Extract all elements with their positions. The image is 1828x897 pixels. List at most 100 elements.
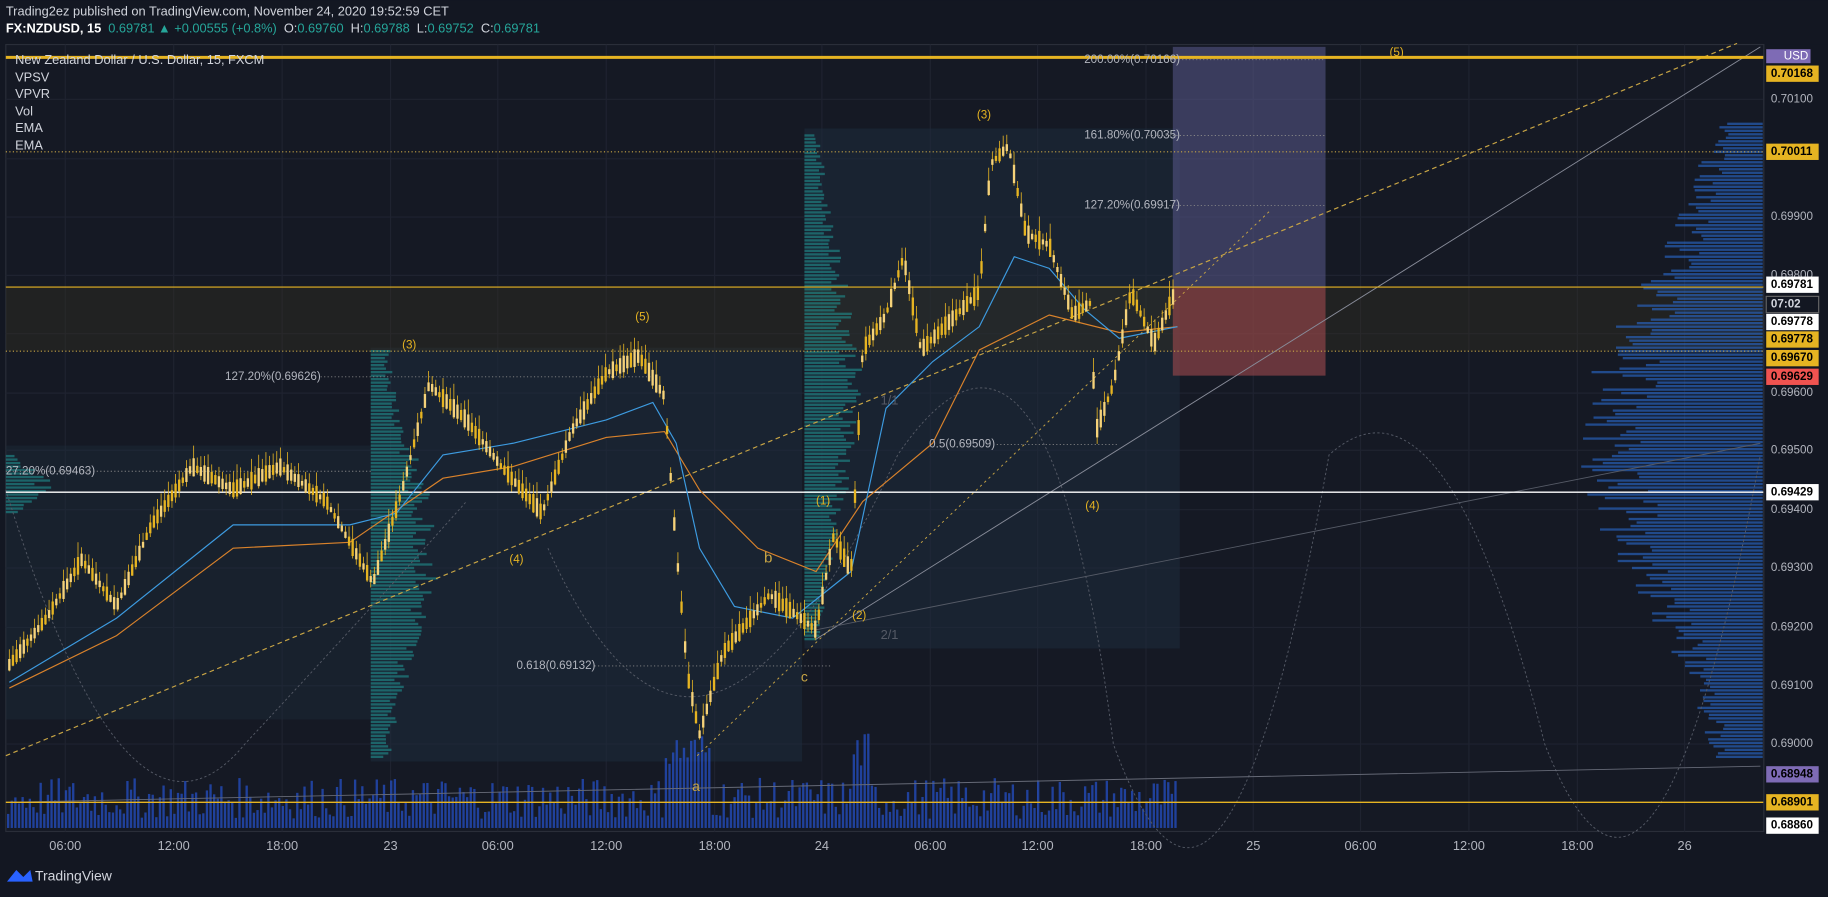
wave-label: a xyxy=(692,778,700,794)
label-box xyxy=(1765,295,1820,314)
volume-bar xyxy=(834,806,837,828)
candle-body xyxy=(796,612,799,620)
quote-part: FX:NZDUSD, 15 xyxy=(6,21,101,36)
profile-bar xyxy=(1615,412,1763,416)
candle-body xyxy=(380,550,383,562)
candle-body xyxy=(499,463,503,469)
profile-bar xyxy=(1629,339,1763,342)
candle-body xyxy=(1150,329,1153,347)
profile-bar xyxy=(5,468,36,472)
profile-bar xyxy=(370,472,412,475)
volume-bar xyxy=(14,797,17,828)
profile-bar xyxy=(804,463,839,466)
profile-bar xyxy=(5,461,21,465)
candle-body xyxy=(821,586,824,605)
profile-bar xyxy=(804,498,844,501)
profile-bar xyxy=(804,214,826,218)
candle-body xyxy=(738,623,741,641)
candle-body xyxy=(861,355,864,363)
volume-bar xyxy=(617,796,621,828)
candle-body xyxy=(889,288,893,308)
candle-body xyxy=(723,642,727,658)
volume-bar xyxy=(632,791,635,828)
volume-bar xyxy=(440,781,444,828)
profile-bar xyxy=(370,538,426,542)
candle-body xyxy=(134,556,137,568)
volume-bar xyxy=(823,813,827,828)
volume-bar xyxy=(877,807,881,828)
label-box xyxy=(1766,331,1819,348)
volume-bar xyxy=(1112,793,1116,828)
volume-bar xyxy=(169,789,172,828)
volume-bar xyxy=(585,799,588,828)
profile-bar xyxy=(804,274,840,277)
candle-body xyxy=(394,501,398,519)
candle-body xyxy=(290,469,293,481)
candle-body xyxy=(582,401,586,420)
volume-bar xyxy=(718,815,722,828)
profile-bar xyxy=(804,218,826,221)
candle-body xyxy=(770,594,774,600)
profile-bar xyxy=(1703,710,1763,713)
candle-body xyxy=(73,567,76,577)
candle-body xyxy=(1161,317,1164,331)
candle-body xyxy=(998,148,1001,162)
candle-body xyxy=(279,458,282,476)
volume-bar xyxy=(675,740,678,828)
time-label: 18:00 xyxy=(1561,838,1593,853)
volume-bar xyxy=(737,789,740,828)
profile-bar xyxy=(804,330,850,333)
profile-bar xyxy=(804,554,829,557)
candle-body xyxy=(449,398,452,411)
profile-bar xyxy=(1718,168,1763,171)
volume-bar xyxy=(849,788,852,828)
volume-bar xyxy=(1167,782,1170,828)
profile-bar xyxy=(804,375,856,378)
profile-bar xyxy=(1685,661,1763,664)
candle-body xyxy=(300,480,304,486)
profile-bar xyxy=(1675,626,1763,629)
profile-bar xyxy=(804,595,820,599)
profile-bar xyxy=(1710,199,1763,202)
profile-bar xyxy=(804,435,844,438)
candle-body xyxy=(1067,294,1070,310)
candle-body xyxy=(322,492,325,507)
profile-bar xyxy=(804,540,833,543)
profile-bar xyxy=(804,609,823,613)
candle-body xyxy=(756,604,759,616)
profile-bar xyxy=(804,253,829,256)
quote-part: +0.00555 (+0.8%) xyxy=(174,21,277,36)
label-box xyxy=(1766,817,1819,834)
volume-bars xyxy=(6,733,1177,828)
candle-body xyxy=(358,553,362,567)
profile-bar xyxy=(1677,297,1763,300)
volume-bar xyxy=(220,786,223,828)
volume-bar xyxy=(1091,785,1094,828)
candle-body xyxy=(933,329,936,344)
candle-body xyxy=(203,465,206,482)
price-label: 0.68860 xyxy=(1771,819,1813,832)
volume-bar xyxy=(747,795,751,828)
profile-bar xyxy=(1723,147,1763,150)
profile-bar xyxy=(5,489,46,493)
volume-bar xyxy=(559,808,563,828)
volume-bar xyxy=(484,812,487,828)
volume-bar xyxy=(682,747,686,828)
profile-bar xyxy=(804,452,847,455)
volume-bar xyxy=(671,752,675,828)
profile-bar xyxy=(370,395,396,398)
profile-bar xyxy=(804,172,825,176)
volume-bar xyxy=(57,778,60,828)
profile-bar xyxy=(1714,692,1763,696)
volume-bar xyxy=(661,817,664,828)
profile-bar xyxy=(1645,531,1763,535)
candle-body xyxy=(1171,289,1175,305)
profile-bar xyxy=(1696,196,1763,199)
profile-bar xyxy=(804,543,834,546)
volume-bar xyxy=(314,816,317,828)
candle-body xyxy=(47,610,51,619)
published-line: Trading2ez published on TradingView.com,… xyxy=(6,3,449,18)
profile-bar xyxy=(5,465,21,468)
volume-bar xyxy=(451,797,454,828)
price-label: 0.69000 xyxy=(1771,737,1814,750)
